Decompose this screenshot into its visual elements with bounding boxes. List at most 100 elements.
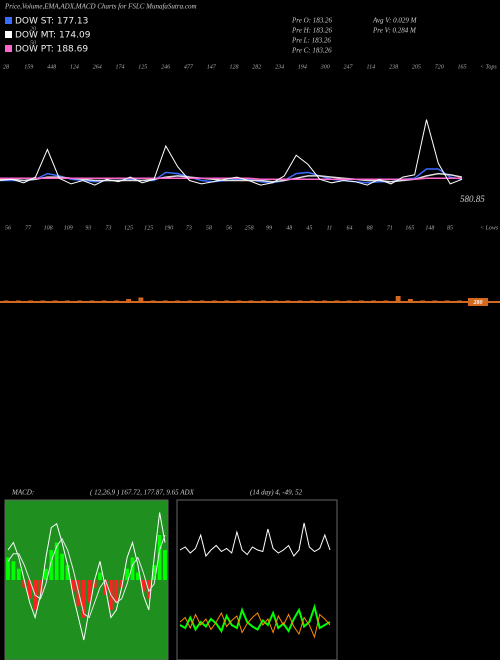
histogram-bar <box>141 580 146 592</box>
volume-bar <box>456 300 462 302</box>
lows-note: < Lows <box>480 225 499 231</box>
volume-bar <box>444 300 450 302</box>
label: 11 <box>327 225 333 231</box>
volume-bar <box>77 300 83 302</box>
label: 56 <box>5 225 11 231</box>
volume-bar <box>309 300 315 302</box>
label: 125 <box>138 64 147 70</box>
volume-bar <box>162 300 168 302</box>
label: 165 <box>458 64 467 70</box>
volume-label: 280 <box>473 300 483 306</box>
label: 73 <box>105 225 111 231</box>
volume-bar <box>211 300 217 302</box>
volume-bar <box>248 300 254 302</box>
volume-tag <box>468 298 488 306</box>
label: 282 <box>252 64 261 70</box>
label: 165 <box>405 225 414 231</box>
info: Pre L: 183.26 <box>291 37 331 45</box>
histogram-bar <box>11 561 16 580</box>
legend-mark: 20 <box>30 26 36 32</box>
line <box>179 603 331 634</box>
volume-bar <box>260 300 266 302</box>
histogram-bar <box>27 580 32 599</box>
label: 48 <box>286 224 292 231</box>
volume-bar <box>40 300 46 302</box>
label: 125 <box>144 225 153 231</box>
volume-bar <box>420 300 426 302</box>
histogram-bar <box>49 550 54 580</box>
histogram-bar <box>87 580 92 603</box>
info: Pre O: 183.26 <box>291 17 332 25</box>
volume-bar <box>297 300 303 302</box>
tops-note: < Tops <box>480 64 497 70</box>
volume-bar <box>285 300 291 302</box>
label: 159 <box>24 64 33 70</box>
volume-bar <box>15 300 21 302</box>
histogram-bar <box>6 557 10 580</box>
label: 246 <box>161 63 170 70</box>
volume-bar <box>407 299 413 302</box>
histogram-bar <box>44 568 48 580</box>
volume-bar <box>346 300 352 302</box>
label: 93 <box>85 225 91 231</box>
label: 125 <box>124 225 133 231</box>
label: 45 <box>306 224 312 231</box>
line <box>179 611 331 639</box>
label: 194 <box>298 63 307 70</box>
histogram-bar <box>157 535 162 580</box>
label: 99 <box>266 225 272 231</box>
volume-bar <box>334 300 340 302</box>
volume-bar <box>432 300 438 302</box>
volume-bar <box>273 300 279 302</box>
legend-entry: DOW PT: 188.69 <box>15 45 88 55</box>
label: 720 <box>435 64 444 70</box>
info: Pre H: 183.26 <box>291 27 332 35</box>
volume-bar <box>28 300 34 302</box>
histogram-bar <box>65 565 70 580</box>
line <box>0 119 463 186</box>
info: Pre V: 0.284 M <box>372 27 417 35</box>
label: 477 <box>184 63 194 70</box>
label: 124 <box>70 63 79 70</box>
label: 58 <box>206 225 212 231</box>
histogram-bar <box>92 580 97 588</box>
volume-bar <box>150 300 156 302</box>
macd-subtitle: ( 12,26,9 ) 167.72, 177.87, 9.65 ADX <box>90 489 195 497</box>
volume-bar <box>322 300 328 302</box>
panel <box>176 499 338 660</box>
label: 247 <box>344 63 354 70</box>
volume-bar <box>101 300 107 302</box>
line <box>7 534 166 619</box>
histogram-bar <box>163 550 167 580</box>
label: 448 <box>47 63 56 70</box>
label: 28 <box>3 64 9 70</box>
volume-bar <box>187 300 193 302</box>
histogram-bar <box>60 553 65 580</box>
legend-mark: 50 <box>30 40 36 46</box>
volume-bar <box>236 300 242 302</box>
histogram-bar <box>136 572 140 580</box>
info: Pre C: 183.26 <box>291 47 332 55</box>
histogram-bar <box>22 580 27 588</box>
label: 85 <box>447 225 453 231</box>
legend-entry: DOW ST: 177.13 <box>15 17 88 27</box>
label: 264 <box>93 63 102 70</box>
label: 234 <box>275 63 284 70</box>
volume-bar <box>138 297 144 302</box>
label: 71 <box>387 225 393 231</box>
histogram-bar <box>152 565 157 580</box>
histogram-bar <box>81 580 86 618</box>
histogram-bar <box>98 572 102 580</box>
label: 77 <box>25 225 32 231</box>
histogram-bar <box>125 568 129 580</box>
legend-swatch <box>5 31 12 38</box>
volume-bar <box>89 300 95 302</box>
legend-swatch <box>5 45 12 52</box>
macd-title: MACD: <box>11 489 34 497</box>
label: 148 <box>425 224 434 231</box>
info: Avg V: 0.029 M <box>372 17 418 25</box>
histogram-bar <box>114 580 119 603</box>
label: 205 <box>412 64 421 70</box>
label: 174 <box>116 63 125 70</box>
